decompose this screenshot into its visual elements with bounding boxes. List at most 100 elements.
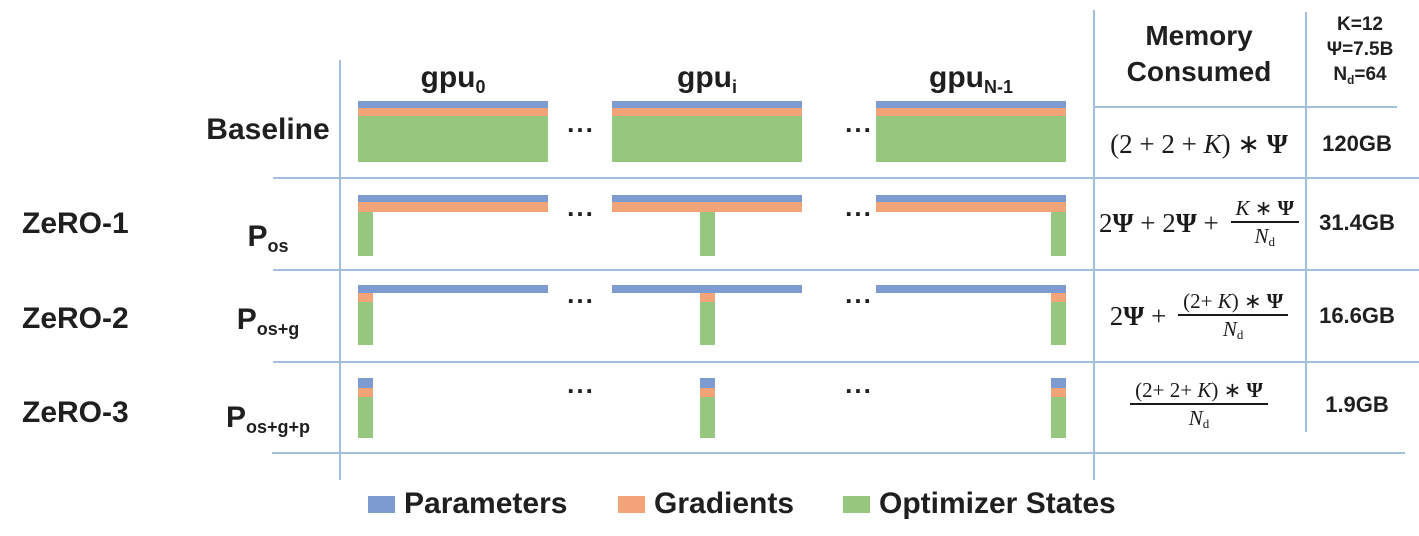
legend-label-gradients: Gradients <box>654 487 795 520</box>
grid-line-row1 <box>273 177 1419 179</box>
parameters-bar <box>612 285 802 293</box>
ellipsis: ... <box>567 279 595 309</box>
memory-header-line1: Memory <box>1145 20 1253 51</box>
parameters-bar <box>876 195 1066 202</box>
constant-k: K=12 <box>1337 14 1383 35</box>
formula-zero3-fraction: (2+ 2+ K) ∗ Ψ Nd <box>1130 378 1268 433</box>
optimizer-states-partition <box>358 212 373 256</box>
optimizer-states-bar <box>358 116 548 162</box>
row-label-posg: Pos+g <box>176 303 360 340</box>
formula-zero2-pre: 2Ψ + <box>1109 300 1174 331</box>
fraction-denominator: Nd <box>1188 405 1210 432</box>
gpun1-label-base: gpu <box>929 61 984 94</box>
fraction-denominator: Nd <box>1222 316 1244 343</box>
parameters-bar <box>358 285 548 293</box>
optimizer-states-bar <box>876 116 1066 162</box>
constant-nd: Nd=64 <box>1333 64 1387 87</box>
gradients-bar <box>612 202 802 212</box>
legend-item-parameters: Parameters <box>368 487 567 521</box>
optimizer-states-partition <box>700 397 715 438</box>
gradients-bar <box>358 202 548 212</box>
grid-line-vertical-memory <box>1093 10 1095 480</box>
memory-value-zero3: 1.9GB <box>1325 392 1389 417</box>
fraction-numerator: (2+ 2+ K) ∗ Ψ <box>1130 378 1268 405</box>
ellipsis: ... <box>845 369 873 399</box>
fraction-numerator: (2+ K) ∗ Ψ <box>1178 289 1289 316</box>
gradients-partition <box>700 293 715 302</box>
memory-header-line2: Consumed <box>1126 56 1272 87</box>
formula-baseline-expr: (2 + 2 + K) ∗ Ψ <box>1110 128 1288 159</box>
ellipsis: ... <box>567 108 595 138</box>
ellipsis: ... <box>845 108 873 138</box>
ellipsis: ... <box>845 192 873 222</box>
row-label-pos: Pos <box>176 220 360 257</box>
zero3-label: ZeRO-3 <box>22 396 129 429</box>
optimizer-states-bar <box>612 116 802 162</box>
posgp-label-base: P <box>225 401 246 434</box>
parameters-bar <box>358 195 548 202</box>
optimizer-states-partition <box>358 397 373 438</box>
gradients-swatch-icon <box>618 495 645 513</box>
grid-line-row3 <box>273 361 1419 363</box>
gpui-label-sub: i <box>731 76 737 97</box>
gpu0-label-sub: 0 <box>475 76 486 97</box>
parameters-partition <box>358 378 373 388</box>
gradients-partition <box>358 388 373 397</box>
grid-line-row2 <box>273 269 1419 271</box>
optimizer-states-partition <box>700 302 715 345</box>
optimizer-states-partition <box>1051 397 1066 438</box>
parameters-partition <box>1051 378 1066 388</box>
optimizer-states-partition <box>358 302 373 345</box>
memory-value-zero1: 31.4GB <box>1319 210 1395 235</box>
grid-line-vertical-values <box>1305 12 1307 432</box>
optimizer-states-swatch-icon <box>843 495 870 513</box>
row-label-baseline: Baseline <box>176 113 360 147</box>
optimizer-states-partition <box>700 212 715 256</box>
gradients-partition <box>1051 388 1066 397</box>
ellipsis: ... <box>845 279 873 309</box>
parameters-bar <box>358 101 548 108</box>
constants-block: K=12 Ψ=7.5B Nd=64 <box>1307 12 1413 89</box>
gradients-partition <box>700 388 715 397</box>
memory-value-zero2: 16.6GB <box>1319 303 1395 328</box>
parameters-bar <box>612 195 802 202</box>
baseline-label: Baseline <box>206 113 330 146</box>
formula-zero2-fraction: (2+ K) ∗ Ψ Nd <box>1178 289 1289 344</box>
gradients-bar <box>876 202 1066 212</box>
legend-item-optimizer-states: Optimizer States <box>843 487 1116 521</box>
formula-zero3: (2+ 2+ K) ∗ Ψ Nd <box>1095 372 1303 438</box>
gpun1-label: gpuN-1 <box>876 60 1066 99</box>
parameters-partition <box>700 378 715 388</box>
gpun1-label-sub: N-1 <box>983 76 1013 97</box>
posg-label-base: P <box>236 303 257 336</box>
parameters-bar <box>876 101 1066 108</box>
row-label-posgp: Pos+g+p <box>176 401 360 438</box>
ellipsis: ... <box>567 369 595 399</box>
posgp-label-sub: os+g+p <box>245 416 311 437</box>
grid-line-header-bottom <box>1093 106 1397 108</box>
zero1-label: ZeRO-1 <box>22 207 129 240</box>
parameters-bar <box>876 285 1066 293</box>
optimizer-states-partition <box>1051 302 1066 345</box>
fraction-denominator: Nd <box>1254 223 1276 250</box>
parameters-swatch-icon <box>368 495 395 513</box>
gradients-partition <box>1051 293 1066 302</box>
formula-baseline: (2 + 2 + K) ∗ Ψ <box>1095 126 1303 162</box>
gradients-partition <box>358 293 373 302</box>
ellipsis: ... <box>567 192 595 222</box>
legend-label-optimizer-states: Optimizer States <box>879 487 1116 520</box>
memory-consumed-header: Memory Consumed <box>1095 18 1303 90</box>
gradients-bar <box>358 108 548 116</box>
gpu0-label-base: gpu <box>420 61 476 94</box>
gradients-bar <box>876 108 1066 116</box>
legend-item-gradients: Gradients <box>618 487 794 521</box>
formula-zero1-pre: 2Ψ + 2Ψ + <box>1098 207 1226 238</box>
grid-line-bottom <box>272 452 1405 454</box>
pos-label-base: P <box>247 220 268 253</box>
pos-label-sub: os <box>267 235 289 256</box>
gpui-label-base: gpu <box>677 61 732 94</box>
legend-label-parameters: Parameters <box>404 487 568 520</box>
posg-label-sub: os+g <box>256 318 300 339</box>
fraction-numerator: K ∗ Ψ <box>1230 196 1300 223</box>
